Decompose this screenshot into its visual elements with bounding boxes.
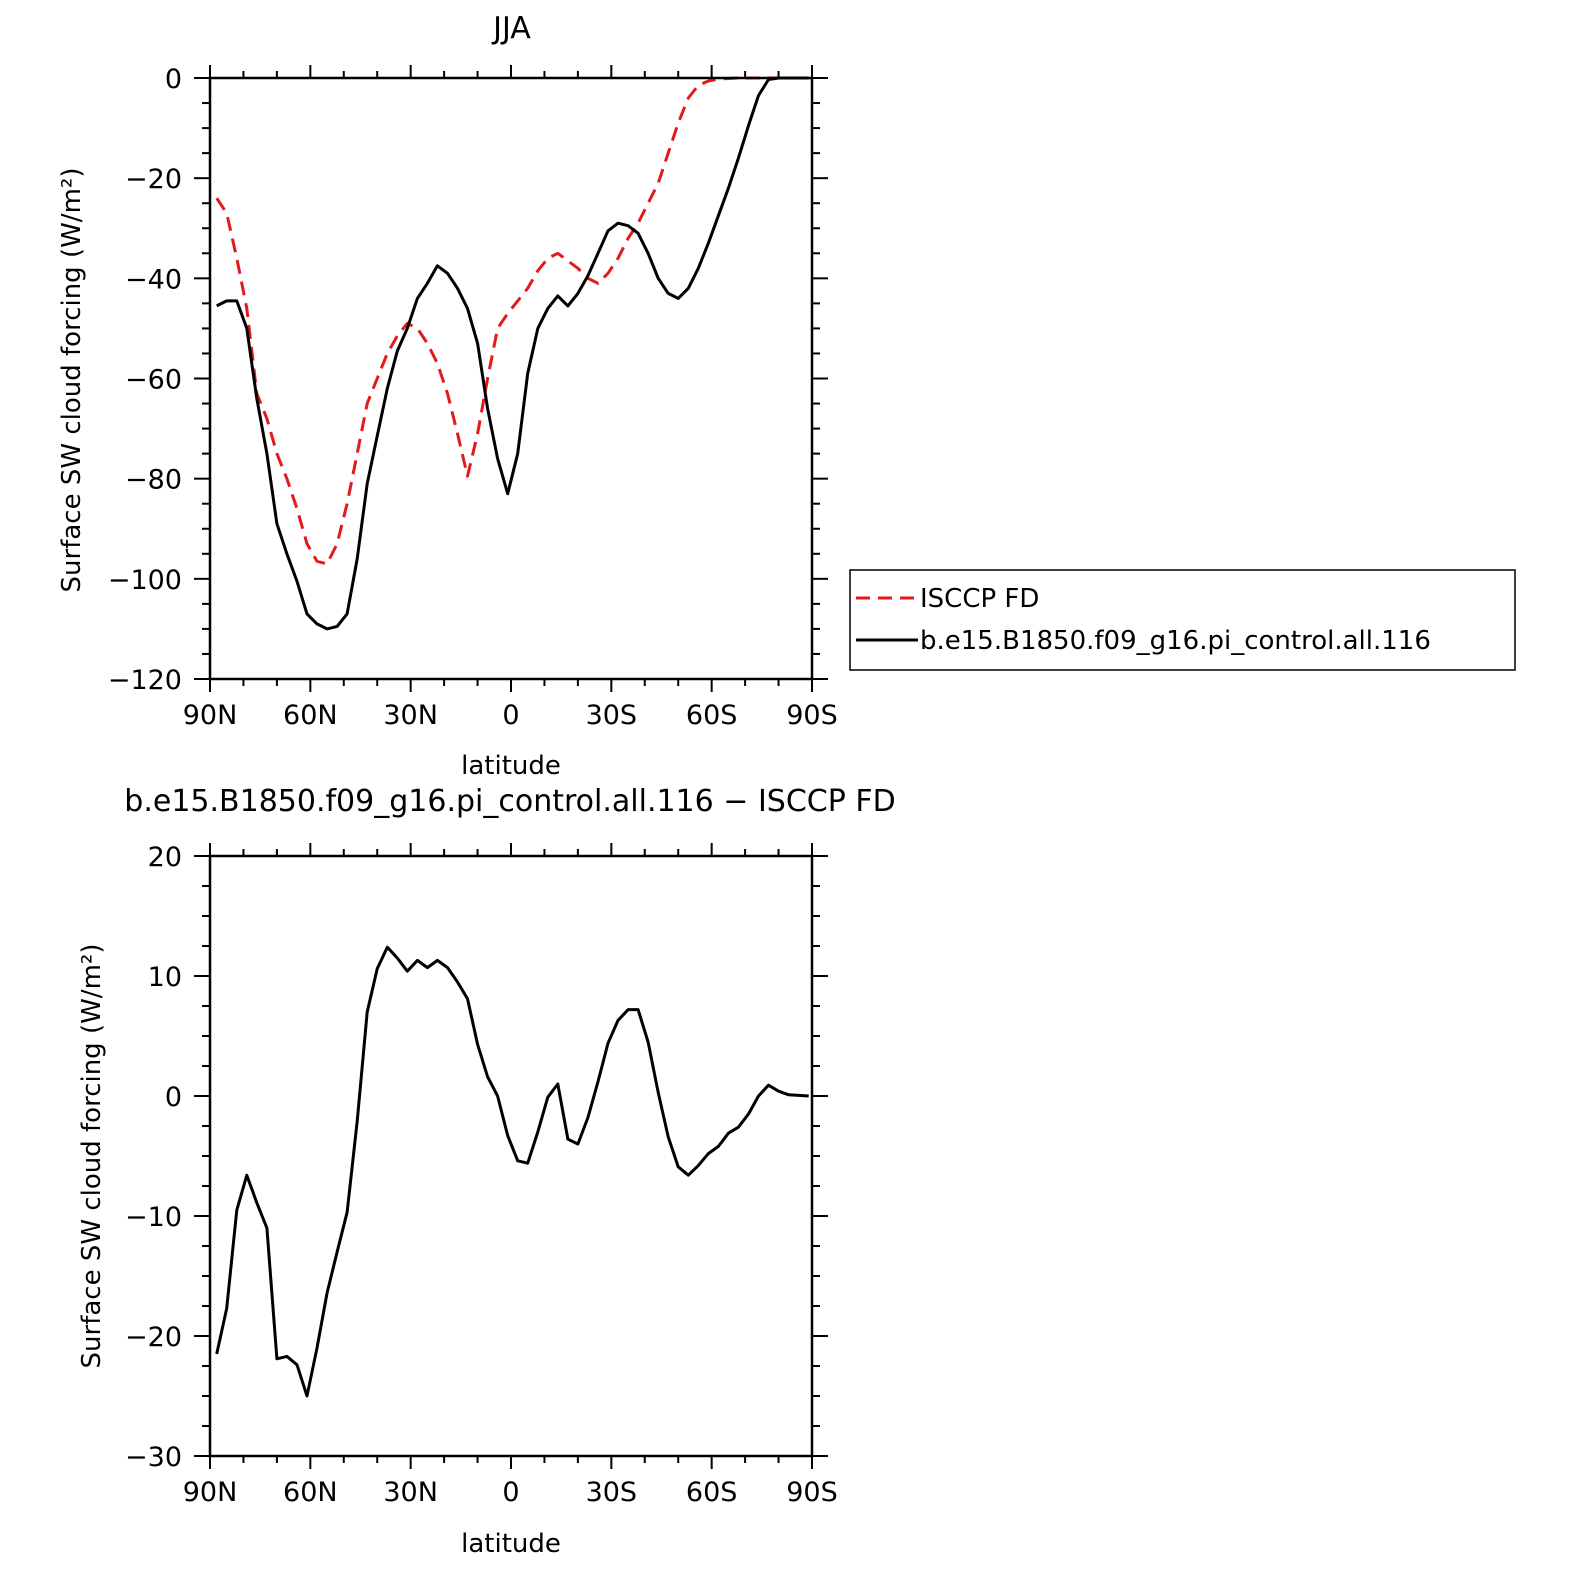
top-panel-y-tick-label: −20	[125, 164, 182, 195]
top-panel-title: JJA	[491, 11, 531, 46]
top-panel-series-line-0	[215, 76, 809, 566]
top-panel-y-tick-label: 0	[165, 64, 182, 95]
bottom-panel-x-tick-label: 0	[502, 1477, 519, 1508]
bottom-panel-title: b.e15.B1850.f09_g16.pi_control.all.116 −…	[124, 784, 895, 819]
bottom-panel-y-tick-label: 10	[148, 962, 182, 993]
bottom-panel-y-axis-label: Surface SW cloud forcing (W/m²)	[77, 944, 107, 1369]
bottom-panel-x-tick-label: 30S	[586, 1477, 638, 1508]
bottom-panel-x-tick-label: 60S	[686, 1477, 738, 1508]
top-panel-x-tick-label: 90N	[183, 700, 238, 731]
bottom-panel-y-tick-label: 20	[148, 842, 182, 873]
bottom-panel-x-tick-label: 90N	[183, 1477, 238, 1508]
top-panel-y-tick-label: −100	[108, 565, 182, 596]
top-panel-x-tick-label: 90S	[786, 700, 838, 731]
bottom-panel-plot-lines	[215, 945, 809, 1398]
legend-box	[849, 569, 1516, 671]
top-panel-x-tick-label: 60S	[686, 700, 738, 731]
top-panel-x-tick-label: 30N	[383, 700, 438, 731]
top-panel-series-line-1	[216, 76, 809, 631]
top-panel-plot-lines	[215, 76, 809, 631]
legend-label-model: b.e15.B1850.f09_g16.pi_control.all.116	[920, 626, 1431, 656]
bottom-panel-x-tick-label: 30N	[383, 1477, 438, 1508]
bottom-panel-y-tick-label: −10	[125, 1202, 182, 1233]
legend-label-isccp: ISCCP FD	[920, 584, 1039, 614]
top-panel-x-tick-label: 0	[502, 700, 519, 731]
top-panel: JJA 90N 60N 30N 0 30S 60S 90S 0 −20 −40 −60 −80 −100…	[57, 11, 838, 781]
bottom-panel-y-tick-label: −20	[125, 1322, 182, 1353]
bottom-panel-y-tick-label: −30	[125, 1442, 182, 1473]
bottom-panel-x-axis-label: latitude	[461, 1529, 561, 1559]
top-panel-y-axis-label: Surface SW cloud forcing (W/m²)	[57, 168, 87, 593]
top-panel-x-tick-label: 60N	[283, 700, 338, 731]
top-panel-y-tick-label: −60	[125, 365, 182, 396]
top-panel-y-tick-label: −120	[108, 665, 182, 696]
bottom-panel-series-line-0	[215, 945, 809, 1398]
top-panel-y-tick-label: −40	[125, 264, 182, 295]
top-panel-x-axis-label: latitude	[461, 751, 561, 781]
bottom-panel-y-tick-label: 0	[165, 1082, 182, 1113]
top-panel-y-tick-label: −80	[125, 465, 182, 496]
legend: ISCCP FD b.e15.B1850.f09_g16.pi_control.…	[849, 569, 1516, 671]
top-panel-x-tick-label: 30S	[586, 700, 638, 731]
bottom-panel-x-tick-label: 90S	[786, 1477, 838, 1508]
bottom-panel-x-tick-label: 60N	[283, 1477, 338, 1508]
bottom-panel: b.e15.B1850.f09_g16.pi_control.all.116 −…	[77, 784, 896, 1559]
bottom-panel-frame	[208, 854, 814, 1458]
